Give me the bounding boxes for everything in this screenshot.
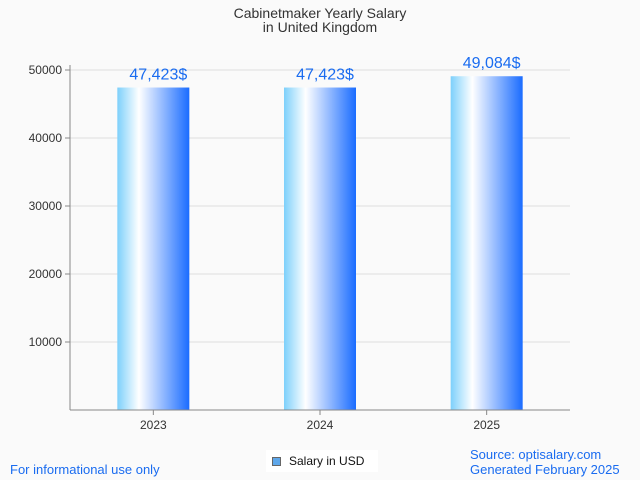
data-label: 47,423$ xyxy=(129,67,187,84)
y-tick-label: 30000 xyxy=(29,199,63,213)
bar-2023 xyxy=(117,87,190,411)
bar-2025 xyxy=(450,76,523,411)
x-tick-label: 2024 xyxy=(307,418,334,432)
chart-title: Cabinetmaker Yearly Salary xyxy=(234,5,407,21)
chart-subtitle: in United Kingdom xyxy=(263,19,377,35)
x-tick-label: 2025 xyxy=(473,418,500,432)
bar-2024 xyxy=(284,87,356,411)
data-label: 49,084$ xyxy=(463,55,521,72)
legend-label: Salary in USD xyxy=(289,454,365,468)
y-tick-label: 40000 xyxy=(29,131,63,145)
legend: Salary in USD xyxy=(266,450,378,472)
y-tick-label: 10000 xyxy=(29,335,63,349)
disclaimer: For informational use only xyxy=(10,462,160,477)
x-tick-label: 2023 xyxy=(140,418,167,432)
y-tick-label: 20000 xyxy=(29,267,63,281)
y-tick-label: 50000 xyxy=(29,63,63,77)
legend-swatch xyxy=(272,456,281,466)
generated-date: Generated February 2025 xyxy=(470,462,620,477)
source-link[interactable]: Source: optisalary.com xyxy=(470,447,602,462)
data-label: 47,423$ xyxy=(296,67,354,84)
